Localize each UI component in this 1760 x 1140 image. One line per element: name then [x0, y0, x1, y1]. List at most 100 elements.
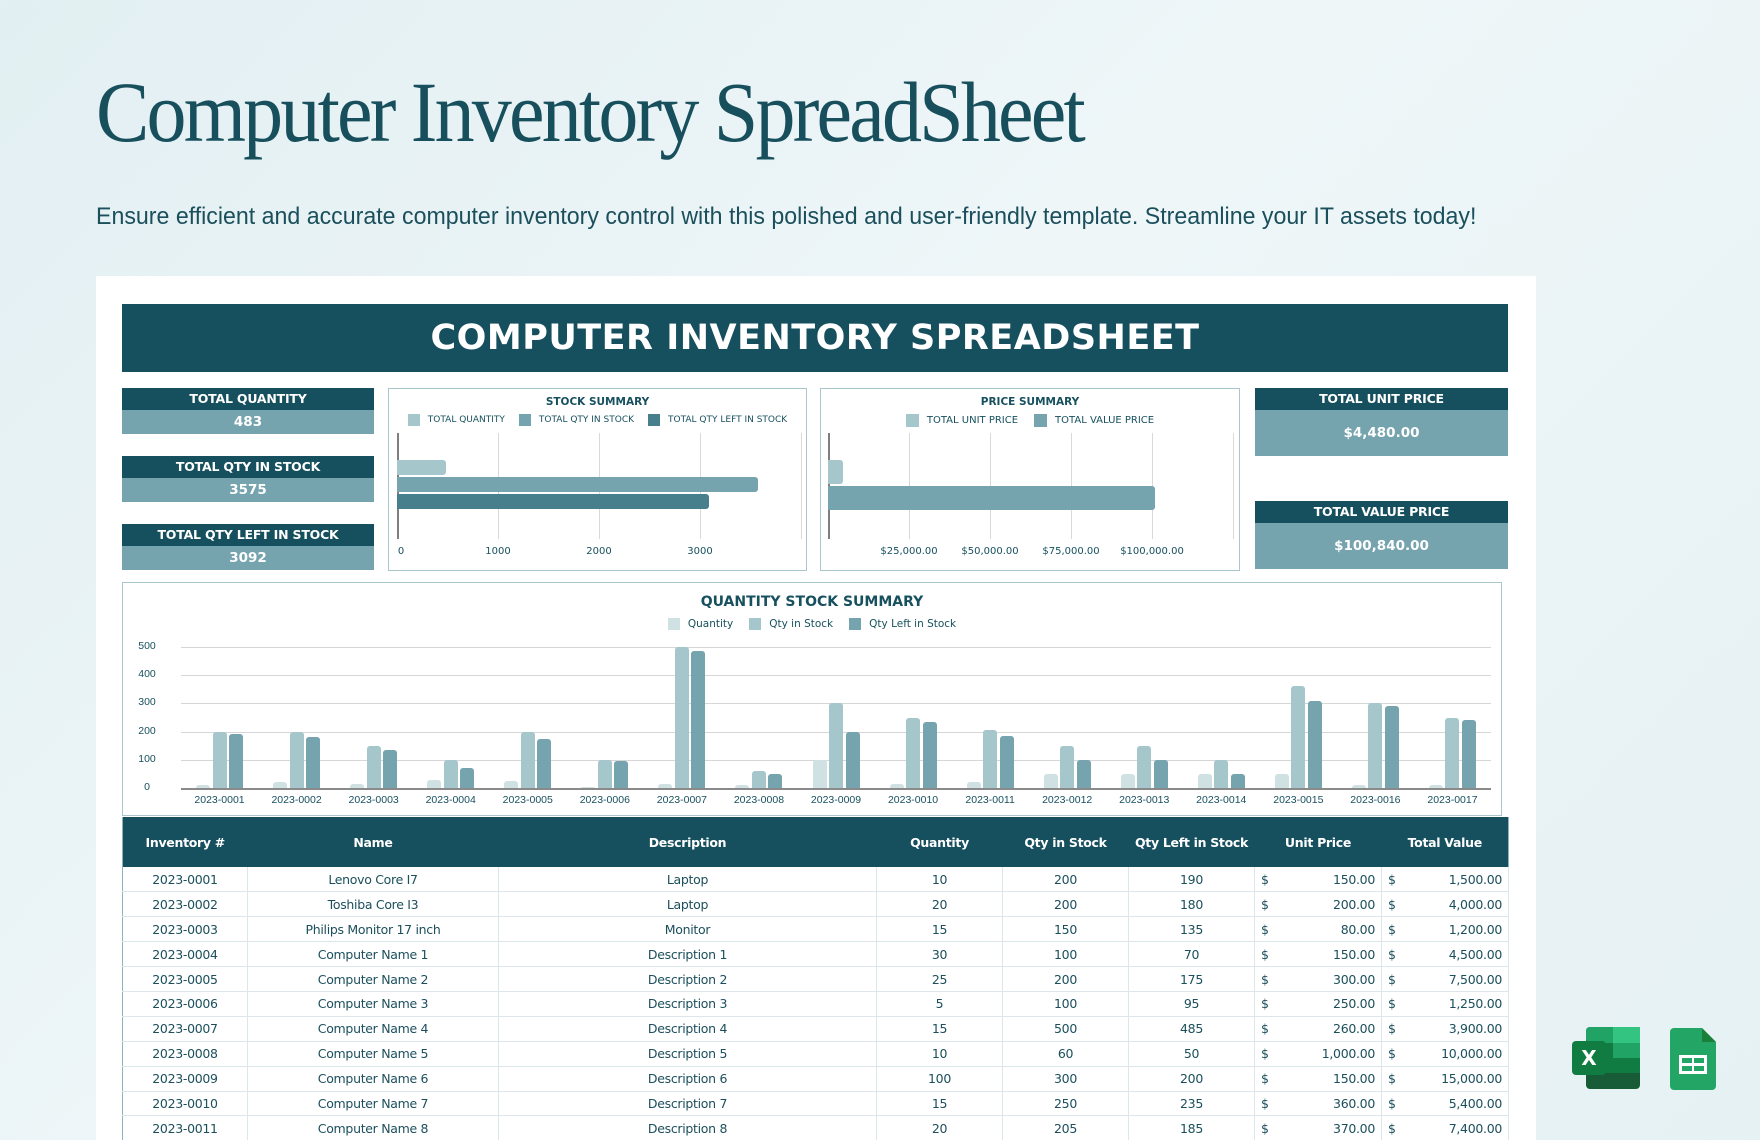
cell-unit[interactable]: $360.00: [1254, 1091, 1382, 1117]
cell-qty[interactable]: 5: [876, 991, 1003, 1017]
cell-desc[interactable]: Description 4: [498, 1016, 877, 1042]
table-row[interactable]: 2023-0002 Toshiba Core I3 Laptop 20 200 180 $2…: [122, 891, 1509, 918]
cell-id[interactable]: 2023-0005: [122, 966, 248, 992]
cell-name[interactable]: Computer Name 2: [247, 966, 499, 992]
cell-name[interactable]: Computer Name 5: [247, 1041, 499, 1067]
cell-desc[interactable]: Description 2: [498, 966, 877, 992]
cell-stock[interactable]: 100: [1002, 941, 1129, 968]
cell-unit[interactable]: $260.00: [1254, 1016, 1382, 1042]
cell-total[interactable]: $5,400.00: [1381, 1091, 1509, 1117]
cell-name[interactable]: Lenovo Core I7: [247, 867, 499, 893]
cell-qty[interactable]: 15: [876, 916, 1003, 943]
cell-unit[interactable]: $150.00: [1254, 1066, 1382, 1092]
cell-desc[interactable]: Description 3: [498, 991, 877, 1017]
cell-qty[interactable]: 20: [876, 891, 1003, 918]
cell-id[interactable]: 2023-0009: [122, 1066, 248, 1092]
cell-total[interactable]: $1,200.00: [1381, 916, 1509, 943]
cell-left[interactable]: 95: [1128, 991, 1255, 1017]
cell-id[interactable]: 2023-0011: [122, 1115, 248, 1140]
cell-name[interactable]: Toshiba Core I3: [247, 891, 499, 918]
cell-desc[interactable]: Description 5: [498, 1041, 877, 1067]
cell-stock[interactable]: 200: [1002, 867, 1129, 893]
cell-name[interactable]: Computer Name 6: [247, 1066, 499, 1092]
cell-left[interactable]: 50: [1128, 1041, 1255, 1067]
column-header[interactable]: Total Value: [1381, 817, 1509, 867]
cell-total[interactable]: $4,500.00: [1381, 941, 1509, 968]
cell-qty[interactable]: 15: [876, 1016, 1003, 1042]
cell-total[interactable]: $1,500.00: [1381, 867, 1509, 893]
cell-left[interactable]: 190: [1128, 867, 1255, 893]
cell-qty[interactable]: 10: [876, 1041, 1003, 1067]
cell-stock[interactable]: 200: [1002, 891, 1129, 918]
cell-id[interactable]: 2023-0004: [122, 941, 248, 968]
cell-qty[interactable]: 25: [876, 966, 1003, 992]
cell-id[interactable]: 2023-0007: [122, 1016, 248, 1042]
cell-desc[interactable]: Description 8: [498, 1115, 877, 1140]
cell-left[interactable]: 135: [1128, 916, 1255, 943]
column-header[interactable]: Qty Left in Stock: [1128, 817, 1255, 867]
column-header[interactable]: Description: [498, 817, 877, 867]
cell-stock[interactable]: 205: [1002, 1115, 1129, 1140]
table-row[interactable]: 2023-0007 Computer Name 4 Description 4 15 5…: [122, 1016, 1509, 1042]
cell-name[interactable]: Philips Monitor 17 inch: [247, 916, 499, 943]
cell-id[interactable]: 2023-0006: [122, 991, 248, 1017]
cell-desc[interactable]: Laptop: [498, 867, 877, 893]
column-header[interactable]: Name: [247, 817, 499, 867]
table-row[interactable]: 2023-0006 Computer Name 3 Description 3 5 10…: [122, 991, 1509, 1017]
cell-unit[interactable]: $250.00: [1254, 991, 1382, 1017]
cell-left[interactable]: 485: [1128, 1016, 1255, 1042]
cell-qty[interactable]: 20: [876, 1115, 1003, 1140]
column-header[interactable]: Qty in Stock: [1002, 817, 1129, 867]
cell-total[interactable]: $10,000.00: [1381, 1041, 1509, 1067]
cell-id[interactable]: 2023-0002: [122, 891, 248, 918]
table-row[interactable]: 2023-0004 Computer Name 1 Description 1 30 1…: [122, 941, 1509, 968]
cell-stock[interactable]: 200: [1002, 966, 1129, 992]
cell-id[interactable]: 2023-0003: [122, 916, 248, 943]
cell-stock[interactable]: 250: [1002, 1091, 1129, 1117]
column-header[interactable]: Quantity: [876, 817, 1003, 867]
cell-stock[interactable]: 60: [1002, 1041, 1129, 1067]
cell-unit[interactable]: $1,000.00: [1254, 1041, 1382, 1067]
cell-total[interactable]: $3,900.00: [1381, 1016, 1509, 1042]
table-row[interactable]: 2023-0005 Computer Name 2 Description 2 25 2…: [122, 966, 1509, 992]
column-header[interactable]: Unit Price: [1254, 817, 1382, 867]
cell-unit[interactable]: $80.00: [1254, 916, 1382, 943]
excel-icon[interactable]: X: [1572, 1027, 1640, 1089]
cell-left[interactable]: 185: [1128, 1115, 1255, 1140]
cell-unit[interactable]: $200.00: [1254, 891, 1382, 918]
cell-left[interactable]: 180: [1128, 891, 1255, 918]
google-sheets-icon[interactable]: [1670, 1028, 1716, 1090]
cell-total[interactable]: $4,000.00: [1381, 891, 1509, 918]
cell-name[interactable]: Computer Name 4: [247, 1016, 499, 1042]
cell-qty[interactable]: 100: [876, 1066, 1003, 1092]
cell-unit[interactable]: $300.00: [1254, 966, 1382, 992]
cell-desc[interactable]: Description 6: [498, 1066, 877, 1092]
cell-desc[interactable]: Description 7: [498, 1091, 877, 1117]
table-row[interactable]: 2023-0010 Computer Name 7 Description 7 15 2…: [122, 1091, 1509, 1117]
cell-name[interactable]: Computer Name 1: [247, 941, 499, 968]
cell-stock[interactable]: 100: [1002, 991, 1129, 1017]
cell-left[interactable]: 70: [1128, 941, 1255, 968]
cell-name[interactable]: Computer Name 7: [247, 1091, 499, 1117]
cell-total[interactable]: $15,000.00: [1381, 1066, 1509, 1092]
cell-qty[interactable]: 30: [876, 941, 1003, 968]
cell-stock[interactable]: 150: [1002, 916, 1129, 943]
cell-desc[interactable]: Description 1: [498, 941, 877, 968]
cell-total[interactable]: $7,400.00: [1381, 1115, 1509, 1140]
cell-id[interactable]: 2023-0008: [122, 1041, 248, 1067]
cell-total[interactable]: $7,500.00: [1381, 966, 1509, 992]
cell-total[interactable]: $1,250.00: [1381, 991, 1509, 1017]
table-row[interactable]: 2023-0001 Lenovo Core I7 Laptop 10 200 190 $15…: [122, 867, 1509, 893]
table-row[interactable]: 2023-0011 Computer Name 8 Description 8 20 2…: [122, 1115, 1509, 1140]
cell-id[interactable]: 2023-0010: [122, 1091, 248, 1117]
cell-desc[interactable]: Monitor: [498, 916, 877, 943]
cell-left[interactable]: 235: [1128, 1091, 1255, 1117]
cell-unit[interactable]: $370.00: [1254, 1115, 1382, 1140]
table-row[interactable]: 2023-0003 Philips Monitor 17 inch Monitor 1…: [122, 916, 1509, 943]
cell-stock[interactable]: 300: [1002, 1066, 1129, 1092]
table-row[interactable]: 2023-0008 Computer Name 5 Description 5 10 6…: [122, 1041, 1509, 1067]
cell-unit[interactable]: $150.00: [1254, 867, 1382, 893]
cell-name[interactable]: Computer Name 8: [247, 1115, 499, 1140]
cell-stock[interactable]: 500: [1002, 1016, 1129, 1042]
cell-qty[interactable]: 15: [876, 1091, 1003, 1117]
